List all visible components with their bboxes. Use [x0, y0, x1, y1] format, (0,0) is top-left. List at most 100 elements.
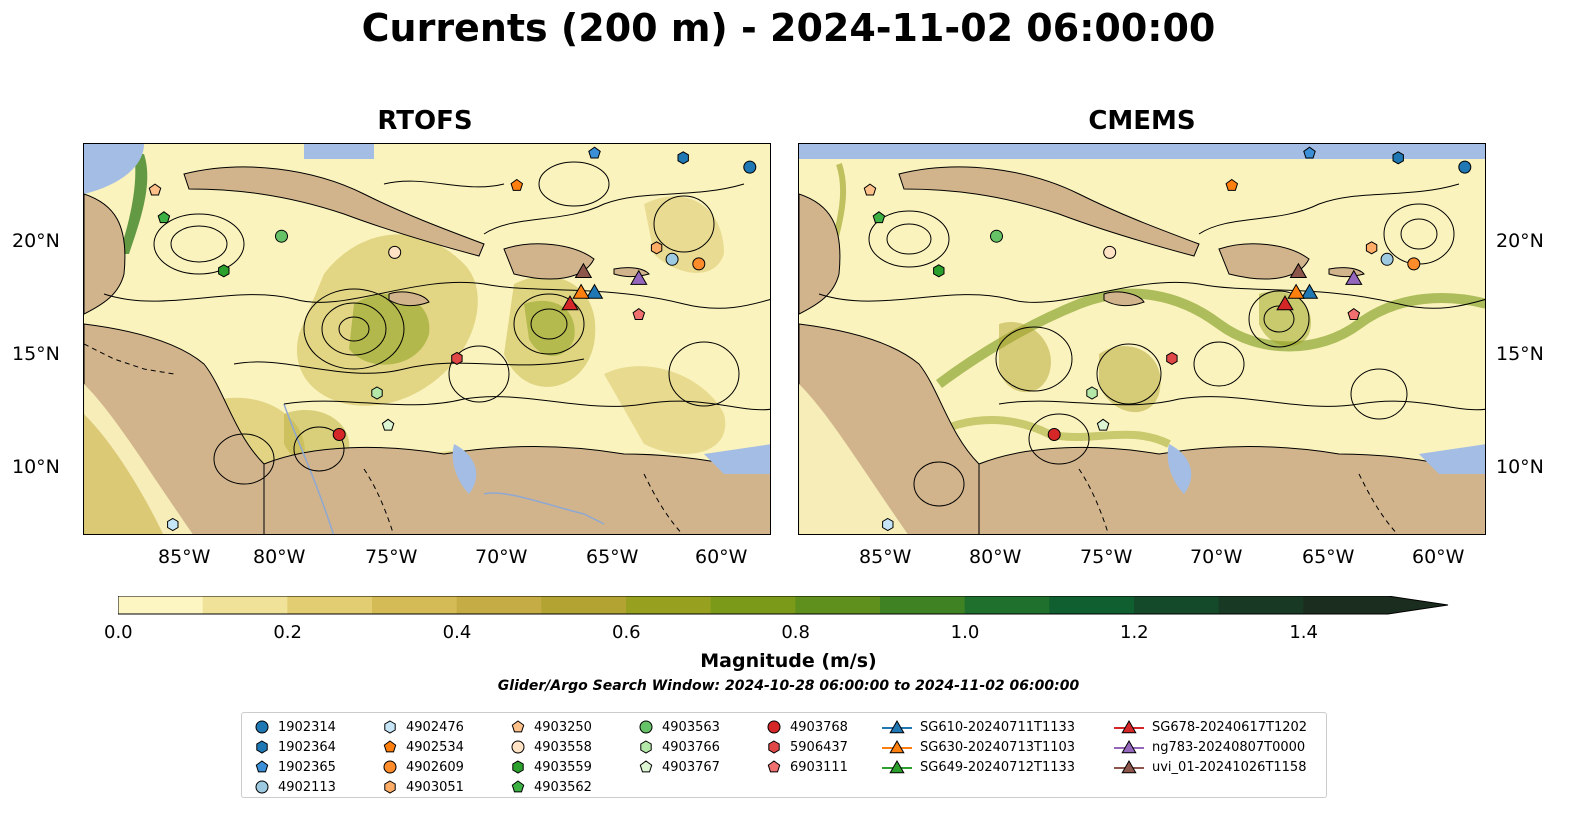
legend-label: SG610-20240711T1133: [920, 719, 1076, 735]
legend-item: 1902365: [254, 757, 336, 777]
legend-marker-icon: [511, 780, 525, 793]
float-marker-4902534[interactable]: [510, 178, 524, 191]
legend-item: 4903767: [638, 757, 720, 777]
legend-marker-icon: [383, 760, 397, 774]
float-marker-SG678-20240617T1202[interactable]: [561, 295, 579, 311]
float-marker-4902476[interactable]: [882, 517, 894, 532]
float-marker-4903767[interactable]: [381, 418, 395, 431]
legend-item: 5906437: [766, 737, 848, 757]
float-marker-1902364[interactable]: [677, 151, 689, 165]
colorbar-tick-label: 0.2: [273, 622, 302, 643]
legend-item: ng783-20240807T0000: [1114, 737, 1305, 757]
legend-marker-icon: [384, 780, 396, 794]
float-marker-SG610-20240711T1133[interactable]: [1300, 283, 1319, 299]
rtofs-map[interactable]: [83, 143, 771, 535]
float-marker-4903768[interactable]: [1047, 428, 1061, 441]
legend-label: SG678-20240617T1202: [1152, 719, 1308, 735]
float-marker-4903250[interactable]: [148, 183, 162, 196]
lon-tick-label: 70°W: [475, 546, 528, 568]
colorbar-tick-label: 1.2: [1120, 622, 1149, 643]
legend-marker-icon: [512, 760, 524, 774]
lon-tick-label: 85°W: [859, 546, 912, 568]
lon-tick-label: 70°W: [1190, 546, 1243, 568]
colorbar-tick-label: 0.6: [612, 622, 641, 643]
legend-marker-icon: [255, 720, 269, 734]
float-marker-4903562[interactable]: [872, 211, 886, 224]
float-marker-SG630-20240713T1103[interactable]: [1287, 283, 1305, 299]
float-marker-4903766[interactable]: [371, 386, 383, 400]
float-marker-1902365[interactable]: [588, 146, 601, 159]
float-marker-4903559[interactable]: [218, 264, 230, 278]
float-marker-4903563[interactable]: [990, 229, 1003, 243]
float-marker-4903766[interactable]: [1086, 386, 1098, 400]
float-marker-1902314[interactable]: [743, 160, 757, 174]
float-marker-6903111[interactable]: [1347, 307, 1361, 320]
legend-label: 4903250: [534, 719, 592, 735]
legend-item: 1902364: [254, 737, 336, 757]
colorbar-tick-label: 1.4: [1289, 622, 1318, 643]
float-marker-4902609[interactable]: [692, 257, 706, 271]
float-marker-SG630-20240713T1103[interactable]: [572, 283, 590, 299]
float-marker-ng783-20240807T0000[interactable]: [1345, 269, 1363, 285]
float-marker-1902365[interactable]: [1303, 146, 1316, 159]
lat-tick-label-right: 15°N: [1496, 343, 1544, 365]
panel-title-cmems: CMEMS: [1088, 106, 1196, 136]
float-marker-4903051[interactable]: [650, 241, 663, 255]
legend-label: 4903558: [534, 739, 592, 755]
lon-tick-label: 65°W: [586, 546, 639, 568]
float-marker-4903767[interactable]: [1096, 418, 1110, 431]
legend-item: SG678-20240617T1202: [1114, 717, 1307, 737]
float-marker-uvi_01-20241026T1158[interactable]: [1289, 262, 1308, 278]
legend-item: 4902476: [382, 717, 464, 737]
legend-item: 4903051: [382, 777, 464, 797]
lat-tick-label-right: 20°N: [1496, 230, 1544, 252]
float-marker-ng783-20240807T0000[interactable]: [630, 269, 648, 285]
colorbar-segment: [1218, 596, 1304, 614]
search-window-text: Glider/Argo Search Window: 2024-10-28 06…: [497, 678, 1080, 694]
float-marker-4902534[interactable]: [1225, 178, 1239, 191]
legend-marker-icon: [1114, 719, 1144, 734]
colorbar-segment: [1049, 596, 1135, 614]
legend-item: 4903250: [510, 717, 592, 737]
float-marker-4903563[interactable]: [275, 229, 288, 243]
legend-marker-icon: [768, 740, 780, 754]
float-marker-4903559[interactable]: [933, 264, 945, 278]
float-marker-uvi_01-20241026T1158[interactable]: [574, 262, 593, 278]
float-marker-4903562[interactable]: [157, 211, 171, 224]
cmems-float-markers: [863, 146, 1472, 532]
float-marker-4902113[interactable]: [1380, 252, 1394, 266]
legend-label: 4903768: [790, 719, 848, 735]
legend-item: 1902314: [254, 717, 336, 737]
float-marker-4903558[interactable]: [388, 245, 402, 259]
legend-item: SG649-20240712T1133: [882, 757, 1075, 777]
lat-tick-label-left: 20°N: [12, 230, 60, 252]
legend-marker-icon: [256, 740, 268, 754]
float-marker-4903250[interactable]: [863, 183, 877, 196]
legend-label: 4902609: [406, 759, 464, 775]
legend-label: 1902364: [278, 739, 336, 755]
colorbar-segment: [880, 596, 966, 614]
float-marker-4903051[interactable]: [1365, 241, 1378, 255]
legend-item: uvi_01-20241026T1158: [1114, 757, 1306, 777]
float-marker-4902476[interactable]: [167, 517, 179, 532]
colorbar-segment: [287, 596, 373, 614]
float-marker-1902314[interactable]: [1458, 160, 1472, 174]
float-marker-4902609[interactable]: [1407, 257, 1421, 271]
legend: 1902314 1902364 1902365 4902113 4902476 49025…: [241, 712, 1327, 798]
colorbar-extend-arrow: [1388, 596, 1448, 614]
float-marker-4902113[interactable]: [665, 252, 679, 266]
legend-item: 6903111: [766, 757, 848, 777]
float-marker-1902364[interactable]: [1392, 151, 1404, 165]
colorbar-segment: [541, 596, 627, 614]
lat-tick-label-right: 10°N: [1496, 456, 1544, 478]
cmems-map[interactable]: [798, 143, 1486, 535]
float-marker-5906437[interactable]: [1166, 351, 1178, 365]
float-marker-SG678-20240617T1202[interactable]: [1276, 295, 1294, 311]
float-marker-5906437[interactable]: [451, 351, 463, 365]
legend-marker-icon: [767, 720, 781, 734]
float-marker-4903768[interactable]: [332, 428, 346, 441]
colorbar-segment: [710, 596, 796, 614]
float-marker-SG610-20240711T1133[interactable]: [585, 283, 604, 299]
float-marker-4903558[interactable]: [1103, 245, 1117, 259]
float-marker-6903111[interactable]: [632, 307, 646, 320]
